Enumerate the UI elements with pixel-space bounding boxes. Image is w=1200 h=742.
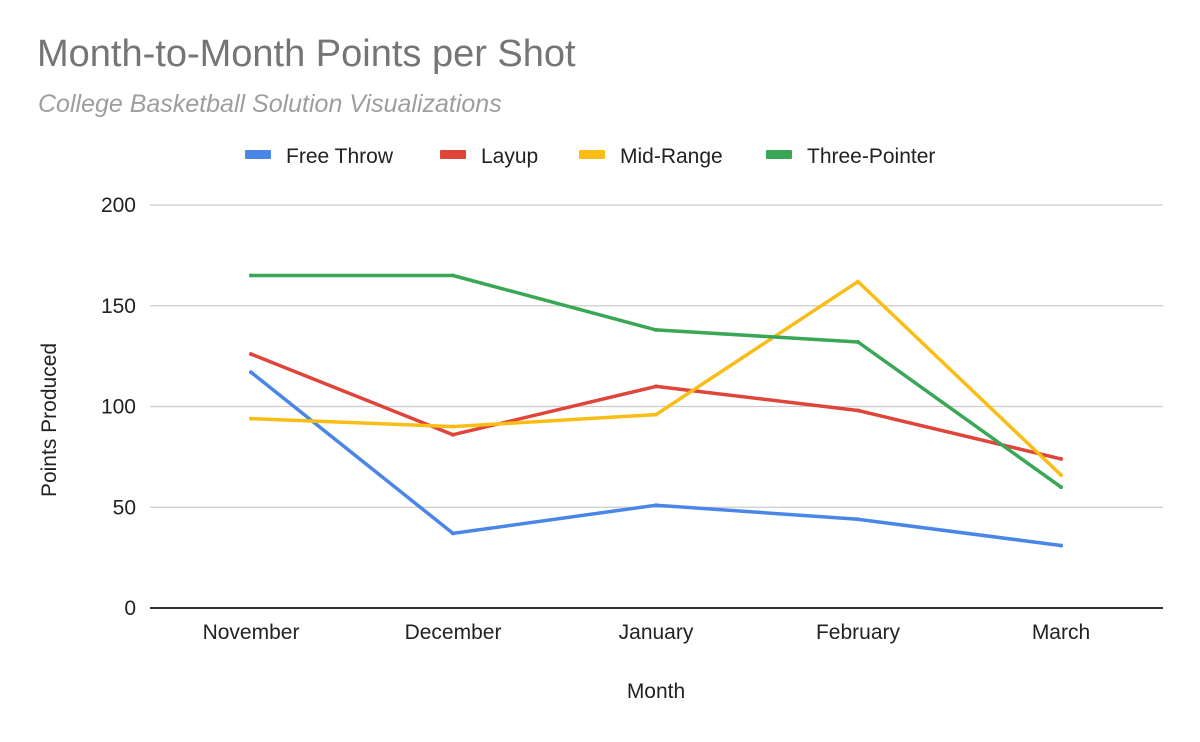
legend-swatch: [766, 150, 792, 159]
y-axis-ticks: 0 50 100 150 200: [101, 194, 136, 620]
series-lines: [249, 273, 1063, 548]
data-point-free-throw: [654, 503, 658, 508]
data-point-layup: [451, 432, 455, 437]
data-point-three-pointer: [654, 327, 658, 332]
legend-label: Layup: [481, 145, 538, 168]
legend-label: Mid-Range: [620, 145, 723, 168]
x-tick-label: December: [405, 621, 502, 644]
data-point-three-pointer: [856, 340, 860, 344]
data-point-mid-range: [856, 279, 860, 284]
data-point-layup: [654, 384, 658, 389]
x-tick-label: January: [619, 621, 694, 644]
data-point-three-pointer: [1059, 485, 1063, 490]
y-tick-label: 0: [124, 597, 136, 620]
series-line-mid-range: [249, 279, 1063, 477]
data-point-mid-range: [654, 412, 658, 417]
data-point-free-throw: [856, 517, 860, 522]
y-tick-label: 150: [101, 295, 136, 318]
data-point-free-throw: [1059, 543, 1063, 548]
x-axis-ticks: November December January February March: [203, 621, 1091, 644]
data-point-three-pointer: [451, 273, 455, 278]
legend: Free Throw Layup Mid-Range Three-Pointer: [245, 145, 935, 168]
legend-swatch: [440, 150, 466, 159]
gridlines: [150, 204, 1163, 508]
legend-swatch: [579, 150, 605, 159]
x-tick-label: February: [816, 621, 901, 644]
data-point-layup: [249, 352, 253, 357]
x-tick-label: November: [203, 621, 300, 644]
data-point-free-throw: [451, 531, 455, 536]
data-point-mid-range: [451, 424, 455, 429]
data-point-layup: [1059, 456, 1063, 461]
data-point-free-throw: [249, 370, 253, 375]
y-axis-title: Points Produced: [38, 343, 61, 497]
y-tick-label: 100: [101, 396, 136, 419]
chart-title: Month-to-Month Points per Shot: [37, 33, 576, 75]
legend-label: Three-Pointer: [807, 145, 935, 168]
series-line-three-pointer: [249, 273, 1063, 489]
y-tick-label: 50: [113, 496, 136, 519]
data-point-mid-range: [249, 416, 253, 421]
x-axis-title: Month: [627, 680, 685, 703]
data-point-three-pointer: [249, 273, 253, 278]
legend-swatch: [245, 150, 271, 159]
legend-label: Free Throw: [286, 145, 394, 168]
data-point-layup: [856, 408, 860, 413]
y-tick-label: 200: [101, 194, 136, 217]
x-tick-label: March: [1032, 621, 1090, 644]
data-point-mid-range: [1059, 473, 1063, 477]
chart-subtitle: College Basketball Solution Visualizatio…: [38, 90, 502, 118]
